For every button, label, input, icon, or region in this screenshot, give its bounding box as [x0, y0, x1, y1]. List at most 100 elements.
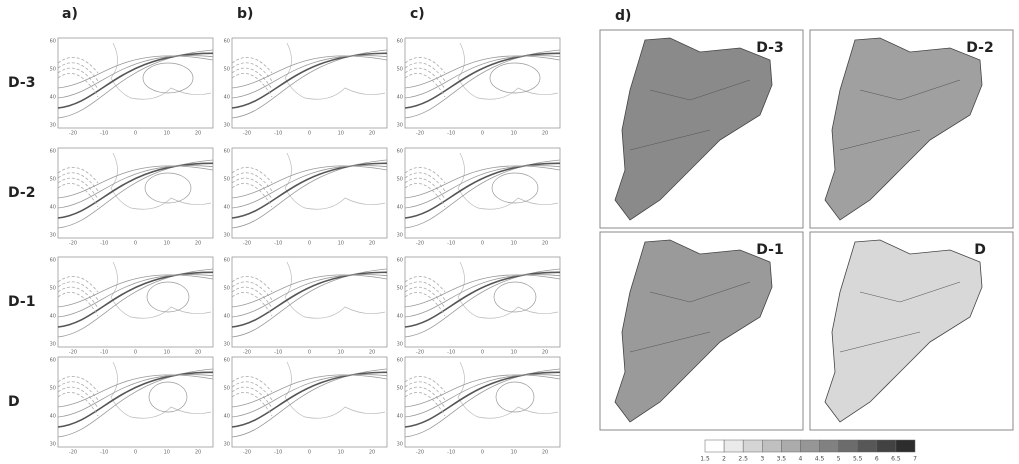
lat-tick: 50	[224, 67, 230, 73]
lat-tick: 30	[397, 342, 403, 348]
row-label: D-3	[8, 75, 35, 91]
lat-tick: 30	[50, 233, 56, 239]
colorbar-tick: 1.5	[700, 456, 710, 463]
colorbar-swatch	[704, 439, 725, 453]
dashed-contour	[231, 62, 273, 82]
lon-tick: 10	[338, 241, 344, 247]
lon-tick: -10	[274, 450, 282, 456]
dashed-contour	[57, 67, 99, 90]
map-frame	[404, 147, 561, 239]
lat-tick: 60	[397, 39, 403, 45]
dashed-contour	[231, 172, 273, 192]
dashed-contour	[231, 56, 273, 74]
map-frame	[57, 256, 214, 348]
lon-tick: 10	[511, 131, 517, 137]
colorbar-swatch	[895, 439, 916, 453]
panel-label: d)	[615, 8, 631, 24]
lon-tick: 10	[164, 350, 170, 356]
lon-tick: 0	[481, 350, 484, 356]
contour	[231, 274, 388, 308]
dashed-contour	[57, 381, 99, 401]
colorbar-swatch	[723, 439, 744, 453]
dashed-contour	[231, 275, 273, 293]
dashed-contour	[57, 292, 99, 317]
dashed-contour	[57, 386, 99, 409]
lat-tick: 50	[50, 67, 56, 73]
map-frame	[231, 37, 388, 129]
dashed-contour	[404, 281, 446, 301]
region-inner	[839, 79, 961, 151]
lat-tick: 60	[397, 358, 403, 364]
lon-tick: -20	[69, 450, 77, 456]
lon-tick: -10	[447, 350, 455, 356]
dashed-contour	[231, 381, 273, 401]
panel-label: a)	[62, 6, 78, 22]
lon-tick: 0	[308, 450, 311, 456]
dashed-contour	[57, 177, 99, 200]
lat-tick: 40	[50, 95, 56, 101]
lon-tick: -20	[416, 350, 424, 356]
row-label: D-1	[8, 294, 35, 310]
dashed-contour	[404, 375, 446, 393]
lat-tick: 30	[50, 442, 56, 448]
lon-tick: 10	[511, 350, 517, 356]
lon-tick: 20	[195, 241, 201, 247]
lat-tick: 40	[224, 95, 230, 101]
lon-tick: 0	[308, 241, 311, 247]
coastline	[110, 42, 212, 100]
contour	[495, 381, 535, 413]
lat-tick: 40	[50, 205, 56, 211]
contour	[57, 165, 214, 209]
map-frame	[57, 147, 214, 239]
contour	[404, 165, 561, 209]
map-frame	[231, 147, 388, 239]
colorbar-tick: 3	[760, 456, 764, 463]
lon-tick: 20	[542, 131, 548, 137]
contour	[142, 62, 194, 94]
lat-tick: 50	[397, 177, 403, 183]
lat-tick: 50	[50, 386, 56, 392]
lon-tick: -10	[447, 241, 455, 247]
colorbar-swatch	[838, 439, 858, 453]
map-title: D-2	[966, 40, 993, 56]
lon-tick: -20	[416, 241, 424, 247]
lon-tick: -20	[69, 350, 77, 356]
dashed-contour	[231, 183, 273, 208]
lat-tick: 50	[50, 177, 56, 183]
row-label: D-2	[8, 185, 35, 201]
colorbar-swatch	[742, 439, 763, 453]
lon-tick: 10	[338, 350, 344, 356]
dashed-contour	[231, 73, 273, 98]
coastline	[284, 361, 386, 419]
map-frame	[231, 356, 388, 448]
colorbar-swatch	[781, 439, 801, 453]
contour	[144, 172, 192, 204]
region-map	[824, 37, 983, 221]
contour	[231, 165, 388, 199]
dashed-contour	[57, 392, 99, 417]
lat-tick: 60	[224, 39, 230, 45]
lon-tick: -10	[100, 241, 108, 247]
dashed-contour	[404, 286, 446, 309]
lon-tick: 20	[369, 131, 375, 137]
lon-tick: 20	[195, 450, 201, 456]
lon-tick: 0	[308, 350, 311, 356]
contour	[404, 55, 561, 89]
lat-tick: 30	[224, 442, 230, 448]
lon-tick: 20	[195, 131, 201, 137]
dashed-contour	[404, 172, 446, 192]
lat-tick: 30	[224, 233, 230, 239]
lon-tick: -10	[100, 450, 108, 456]
dashed-contour	[404, 62, 446, 82]
lat-tick: 40	[397, 95, 403, 101]
colorbar-swatch	[762, 439, 782, 453]
lat-tick: 50	[397, 286, 403, 292]
contour	[231, 274, 388, 318]
lon-tick: -20	[416, 131, 424, 137]
coastline	[457, 152, 559, 210]
colorbar-swatch	[857, 439, 878, 453]
lat-tick: 60	[224, 258, 230, 264]
map-frame	[231, 256, 388, 348]
